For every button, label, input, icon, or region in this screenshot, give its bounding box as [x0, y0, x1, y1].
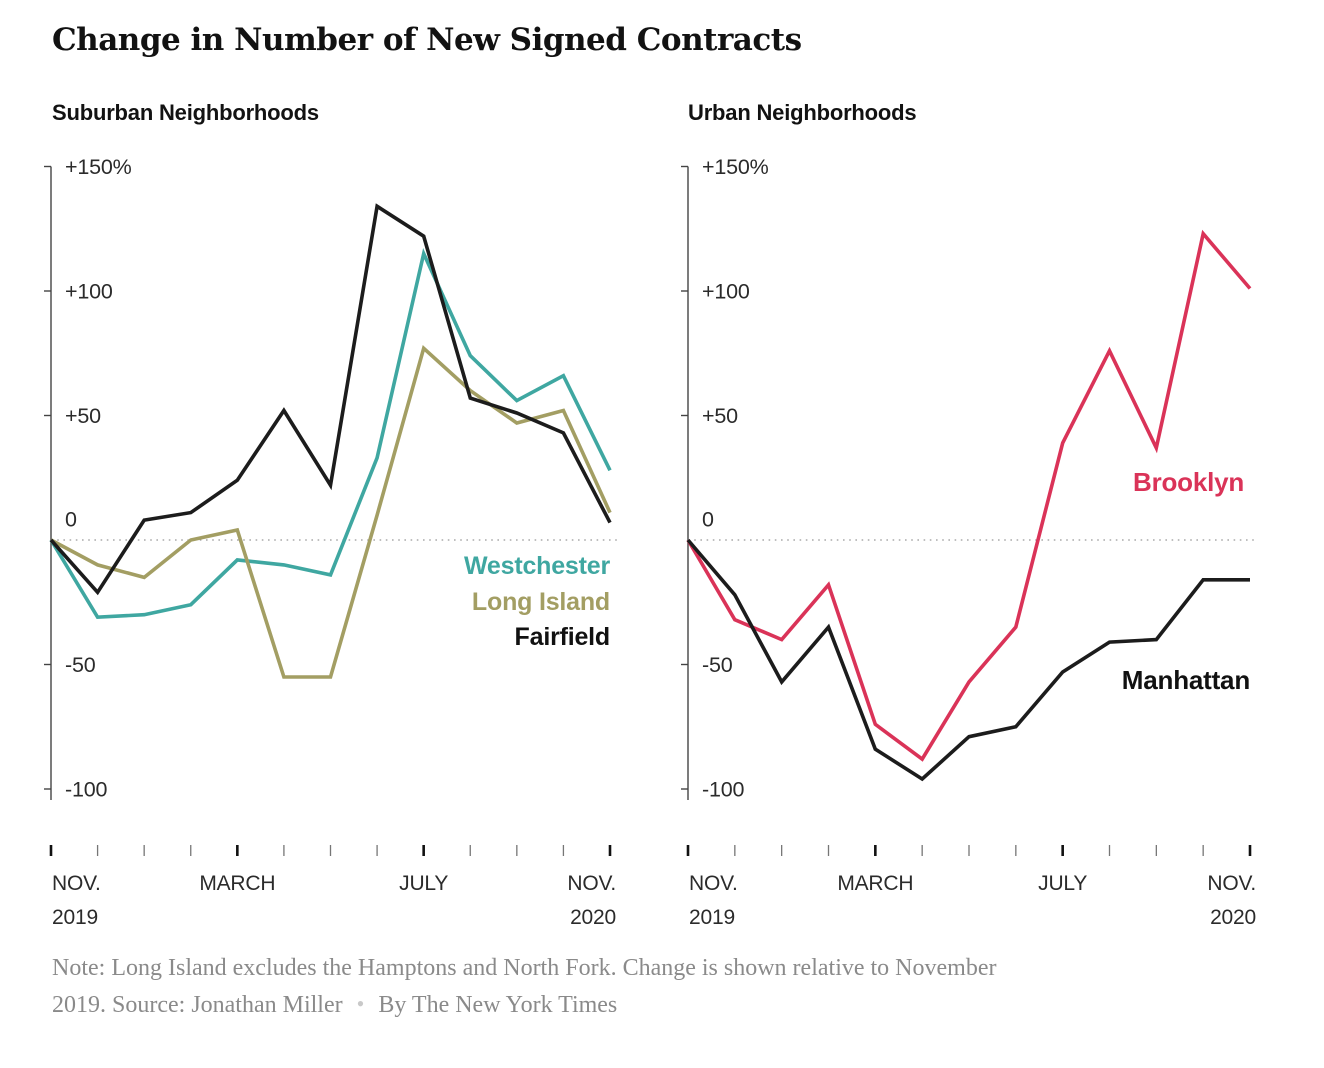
- bullet-separator-icon: •: [356, 991, 365, 1016]
- chart-note: Note: Long Island excludes the Hamptons …: [52, 950, 1282, 1023]
- x-tick-label: JULY: [399, 872, 448, 895]
- x-tick-label: 2019: [52, 906, 98, 929]
- y-tick-label: 0: [702, 508, 714, 532]
- x-tick-label: 2019: [689, 906, 735, 929]
- x-tick-label: NOV.: [689, 872, 738, 895]
- x-tick-label: NOV.: [567, 872, 616, 895]
- y-tick-label: +150%: [65, 155, 132, 179]
- y-tick-label: -50: [702, 653, 733, 677]
- note-line2: 2019. Source: Jonathan Miller • By The New…: [52, 986, 1282, 1023]
- x-tick-label: 2020: [570, 906, 616, 929]
- y-tick-label: +50: [702, 404, 738, 428]
- series-label-brooklyn: Brooklyn: [1133, 467, 1244, 497]
- series-line-fairfield: [49, 203, 612, 596]
- x-tick-label: NOV.: [1207, 872, 1256, 895]
- y-tick-label: -100: [65, 778, 107, 802]
- series-line-long-island: [50, 345, 612, 679]
- panel-title-suburban: Suburban Neighborhoods: [52, 100, 319, 125]
- series-label-long-island: Long Island: [472, 588, 610, 616]
- y-tick-label: 0: [65, 508, 77, 532]
- y-tick-label: -50: [65, 653, 96, 677]
- panel-title-urban: Urban Neighborhoods: [688, 100, 917, 125]
- y-tick-label: +100: [702, 280, 750, 304]
- x-tick-label: 2020: [1210, 906, 1256, 929]
- y-tick-label: +50: [65, 404, 101, 428]
- y-tick-label: +150%: [702, 155, 769, 179]
- x-tick-label: MARCH: [199, 872, 275, 895]
- series-line-westchester: [49, 248, 612, 620]
- note-line1: Note: Long Island excludes the Hamptons …: [52, 955, 997, 981]
- chart-title: Change in Number of New Signed Contracts: [52, 22, 802, 58]
- source-text: 2019. Source: Jonathan Miller: [52, 992, 343, 1018]
- series-label-westchester: Westchester: [464, 552, 610, 580]
- byline-text: By The New York Times: [378, 992, 618, 1018]
- y-tick-label: +100: [65, 280, 113, 304]
- x-tick-label: MARCH: [837, 872, 913, 895]
- series-line-brooklyn: [686, 229, 1252, 762]
- series-label-manhattan: Manhattan: [1122, 665, 1250, 695]
- y-tick-label: -100: [702, 778, 744, 802]
- x-tick-label: NOV.: [52, 872, 101, 895]
- series-label-fairfield: Fairfield: [515, 623, 610, 651]
- series-line-manhattan: [686, 538, 1250, 782]
- x-tick-label: JULY: [1038, 872, 1087, 895]
